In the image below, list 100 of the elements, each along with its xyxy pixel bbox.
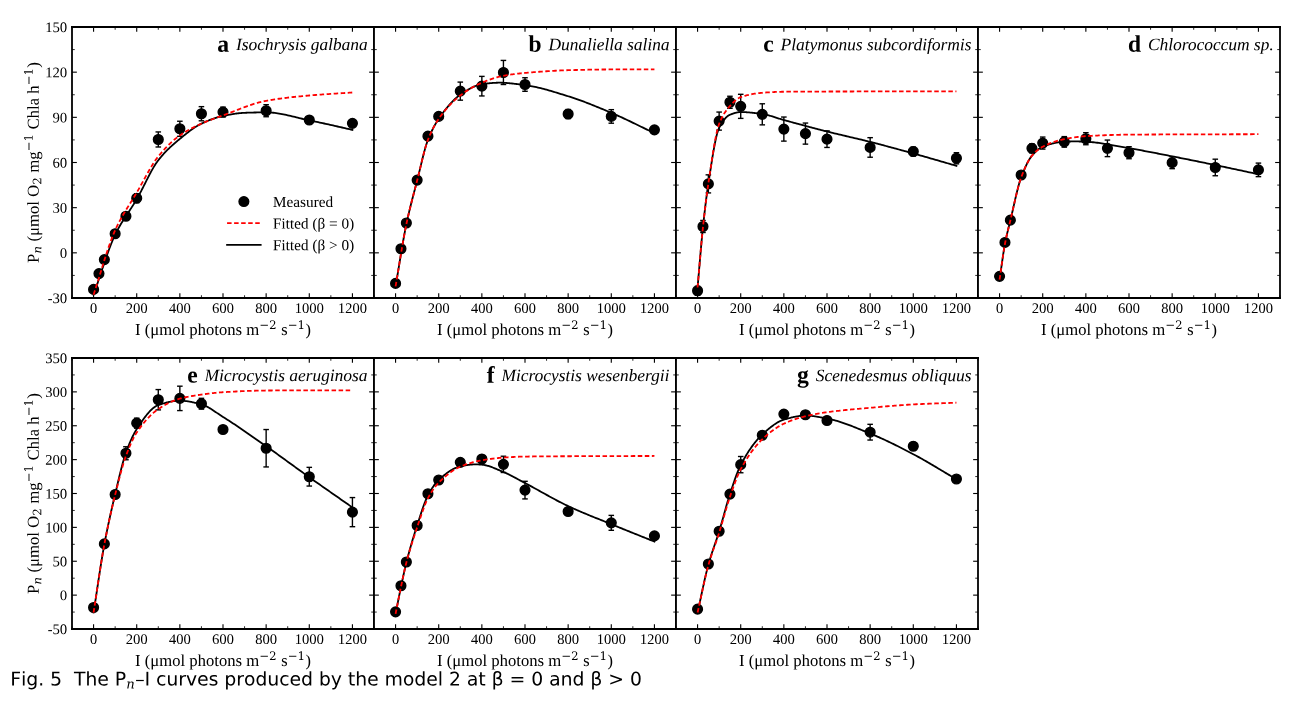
point bbox=[907, 440, 919, 452]
x-tick-label: 400 bbox=[471, 634, 493, 645]
point bbox=[605, 517, 617, 529]
x-tick-label: 1200 bbox=[339, 303, 367, 314]
x-tick-label: 0 bbox=[996, 303, 1003, 314]
x-tick-label: 1200 bbox=[641, 634, 669, 645]
x-tick-label: 800 bbox=[859, 303, 881, 314]
point bbox=[433, 474, 445, 486]
x-tick-label: 200 bbox=[428, 634, 450, 645]
y-tick-label: 200 bbox=[45, 454, 67, 465]
point bbox=[454, 456, 466, 468]
caption: Fig. 5 The P$_{n}$–I curves produced by the model 2 at β = 0 and β > 0 bbox=[12, 671, 641, 690]
x-tick-label: 800 bbox=[557, 303, 579, 314]
x-tick-label: 800 bbox=[557, 634, 579, 645]
x-tick-label: 0 bbox=[90, 634, 97, 645]
chart-title: b Dunaliella salina bbox=[528, 35, 669, 52]
point bbox=[648, 124, 660, 136]
y-tick-label: 120 bbox=[46, 67, 67, 78]
x-tick-label: 600 bbox=[1118, 303, 1140, 314]
point bbox=[778, 123, 790, 135]
x-tick-label: 800 bbox=[1161, 303, 1183, 314]
x-tick-label: 200 bbox=[730, 634, 752, 645]
point bbox=[346, 506, 358, 518]
point bbox=[303, 114, 315, 126]
point bbox=[735, 100, 747, 112]
x-tick-label: 800 bbox=[255, 303, 277, 314]
x-tick-label: 600 bbox=[212, 634, 234, 645]
chart-title: g Scenedesmus obliquus bbox=[797, 369, 971, 388]
x-tick-label: 0 bbox=[694, 634, 701, 645]
x-tick-label: 400 bbox=[169, 303, 191, 314]
x-tick-label: 1200 bbox=[641, 303, 669, 314]
point bbox=[799, 128, 811, 140]
x-tick-label: 400 bbox=[1075, 303, 1097, 314]
x-tick-label: 600 bbox=[514, 303, 536, 314]
point bbox=[195, 108, 207, 120]
chart-title: d Chlorococcum sp. bbox=[1128, 35, 1273, 54]
point bbox=[519, 484, 531, 496]
x-tick-label: 1000 bbox=[899, 303, 928, 314]
x-tick-label: 1000 bbox=[295, 634, 324, 645]
x-tick-label: 200 bbox=[126, 634, 148, 645]
x-tick-label: 1000 bbox=[295, 303, 324, 314]
x-tick-label: 1000 bbox=[597, 303, 626, 314]
x-tick-label: 600 bbox=[514, 634, 536, 645]
x-tick-label: 1200 bbox=[943, 634, 971, 645]
point bbox=[346, 117, 358, 129]
x-tick-label: 1000 bbox=[1201, 303, 1230, 314]
point bbox=[152, 394, 164, 406]
x-tick-label: 1200 bbox=[943, 303, 971, 314]
legend-label: Measured bbox=[273, 196, 333, 208]
chart-title: a Isochrysis galbana bbox=[218, 38, 368, 54]
x-tick-label: 800 bbox=[255, 634, 277, 645]
y-tick-label: 50 bbox=[53, 556, 67, 567]
point bbox=[756, 108, 768, 120]
x-tick-label: 400 bbox=[773, 303, 795, 314]
chart-title: e Microcystis aeruginosa bbox=[188, 369, 367, 385]
x-axis-title: I (μmol photons m$^{−2}$ s$^{−1}$) bbox=[437, 651, 613, 670]
x-tick-label: 1200 bbox=[1245, 303, 1273, 314]
point bbox=[303, 471, 315, 483]
y-tick-label: 0 bbox=[60, 248, 67, 259]
x-tick-label: 400 bbox=[169, 634, 191, 645]
x-axis-title: I (μmol photons m$^{−2}$ s$^{−1}$) bbox=[135, 651, 311, 670]
x-tick-label: 1000 bbox=[597, 634, 626, 645]
text: P$_{n}$ (μmol O$_{2}$ mg$^{−1}$ Chla h$^{−1}$) bbox=[23, 393, 43, 594]
y-tick-label: -50 bbox=[48, 624, 67, 635]
point bbox=[821, 414, 833, 427]
x-tick-label: 0 bbox=[90, 303, 97, 314]
point bbox=[864, 141, 876, 154]
point bbox=[562, 505, 574, 518]
x-tick-label: 0 bbox=[392, 303, 399, 314]
y-tick-label: 350 bbox=[45, 353, 67, 364]
y-tick-label: 60 bbox=[53, 157, 67, 168]
x-tick-label: 400 bbox=[471, 303, 493, 314]
y-tick-label: 100 bbox=[46, 522, 67, 533]
point bbox=[950, 473, 962, 485]
point bbox=[497, 66, 509, 79]
point bbox=[821, 133, 833, 145]
y-tick-label: 300 bbox=[45, 387, 67, 398]
text: P$_{n}$ (μmol O$_{2}$ mg$^{−1}$ Chla h$^{−1}$) bbox=[23, 62, 43, 263]
x-tick-label: 400 bbox=[773, 634, 795, 645]
point bbox=[1101, 142, 1113, 154]
point bbox=[260, 442, 272, 454]
y-tick-label: 250 bbox=[45, 421, 67, 431]
x-tick-label: 800 bbox=[859, 634, 881, 645]
point bbox=[217, 423, 229, 436]
x-axis-title: I (μmol photons m$^{−2}$ s$^{−1}$) bbox=[739, 320, 915, 339]
x-axis-title: I (μmol photons m$^{−2}$ s$^{−1}$) bbox=[739, 651, 915, 670]
y-tick-label: 90 bbox=[53, 112, 67, 123]
y-tick-label: 150 bbox=[46, 488, 67, 499]
legend-label: Fitted (β = 0) bbox=[273, 217, 354, 232]
y-tick-label: 0 bbox=[60, 590, 67, 601]
x-tick-label: 200 bbox=[1032, 303, 1054, 314]
x-tick-label: 1000 bbox=[899, 634, 928, 645]
x-tick-label: 600 bbox=[816, 634, 838, 645]
chart-title: f Microcystis wesenbergii bbox=[486, 366, 669, 385]
x-tick-label: 600 bbox=[212, 303, 234, 314]
x-tick-label: 0 bbox=[392, 634, 399, 645]
x-tick-label: 1200 bbox=[339, 634, 367, 645]
x-tick-label: 200 bbox=[428, 303, 450, 314]
x-axis-title: I (μmol photons m$^{−2}$ s$^{−1}$) bbox=[437, 320, 613, 339]
point bbox=[778, 408, 790, 420]
